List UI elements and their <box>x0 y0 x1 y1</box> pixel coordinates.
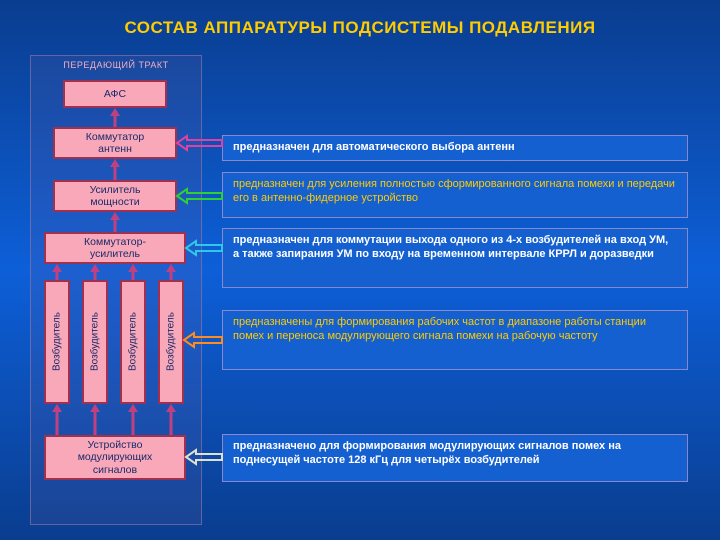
block-switch-amp: Коммутатор- усилитель <box>44 232 186 264</box>
label: Возбудитель <box>128 313 139 372</box>
text: предназначен для автоматического выбора … <box>233 141 515 153</box>
desc-switch-amp: предназначен для коммутации выхода одног… <box>222 228 688 288</box>
text: предназначено для формирования модулирую… <box>233 440 621 466</box>
tract-label: ПЕРЕДАЮЩИЙ ТРАКТ <box>30 60 202 70</box>
label: Коммутатор- усилитель <box>84 236 146 260</box>
label: Устройство модулирующих сигналов <box>78 439 153 475</box>
text: предназначены для формирования рабочих ч… <box>233 316 646 342</box>
block-exciter-1: Возбудитель <box>44 280 70 404</box>
block-exciter-2: Возбудитель <box>82 280 108 404</box>
text: предназначен для коммутации выхода одног… <box>233 234 668 260</box>
desc-power-amp: предназначен для усиления полностью сфор… <box>222 172 688 218</box>
desc-exciters: предназначены для формирования рабочих ч… <box>222 310 688 370</box>
block-antenna-switch: Коммутатор антенн <box>53 127 177 159</box>
label: Коммутатор антенн <box>86 131 144 155</box>
text: предназначен для усиления полностью сфор… <box>233 178 675 204</box>
block-exciter-4: Возбудитель <box>158 280 184 404</box>
block-afs: АФС <box>63 80 167 108</box>
block-modulating-device: Устройство модулирующих сигналов <box>44 435 186 480</box>
desc-modulating-device: предназначено для формирования модулирую… <box>222 434 688 482</box>
label: Возбудитель <box>166 313 177 372</box>
label: Усилитель мощности <box>90 184 141 208</box>
page-title: СОСТАВ АППАРАТУРЫ ПОДСИСТЕМЫ ПОДАВЛЕНИЯ <box>0 18 720 38</box>
block-power-amp: Усилитель мощности <box>53 180 177 212</box>
label: Возбудитель <box>90 313 101 372</box>
label: АФС <box>104 88 126 100</box>
desc-antenna-switch: предназначен для автоматического выбора … <box>222 135 688 161</box>
label: Возбудитель <box>52 313 63 372</box>
block-exciter-3: Возбудитель <box>120 280 146 404</box>
